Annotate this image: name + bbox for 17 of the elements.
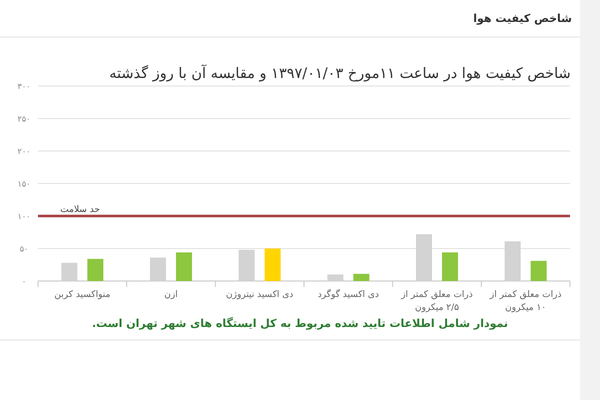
bar	[530, 260, 547, 281]
bar	[87, 258, 104, 281]
y-tick-label: ۰	[22, 277, 26, 286]
y-tick-label: ۱۵۰	[18, 180, 30, 188]
text: شاخص کیفیت هوا	[473, 12, 572, 25]
bar	[442, 252, 458, 281]
y-tick-label: ۵۰	[20, 244, 28, 254]
y-tick-label: ۲۰۰	[18, 147, 30, 156]
text: نمودار شامل اطلاعات تایید شده مربوط به کل ایستگاه های شهر تهران است.	[92, 317, 508, 330]
bar	[353, 274, 370, 281]
bar	[176, 252, 192, 281]
ref-line-label: حد سلامت	[60, 205, 100, 215]
y-tick-label: ۲۵۰	[18, 114, 30, 124]
chart-title: شاخص کیفیت هوا در ساعت ۱۱مورخ ۱۳۹۷/۰۱/۰۳ و مقایسه آن با روز گذشته	[109, 64, 571, 82]
bar	[264, 248, 281, 281]
y-tick-label: ۱۰۰	[18, 212, 30, 221]
y-tick-label: ۳۰۰	[18, 82, 30, 91]
